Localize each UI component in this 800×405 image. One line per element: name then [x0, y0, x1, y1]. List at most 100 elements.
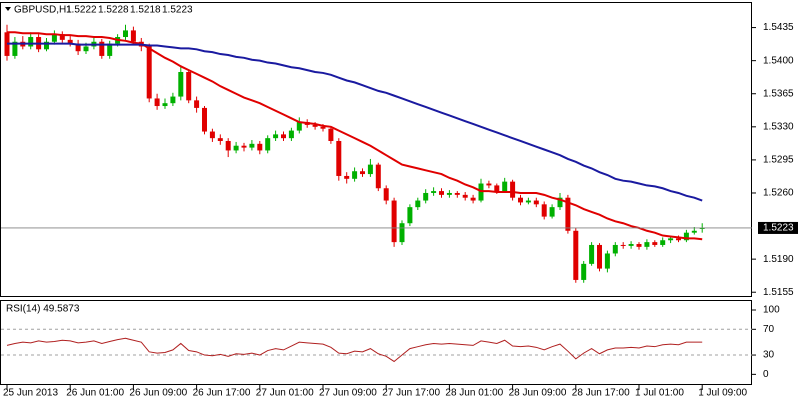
rsi-title: RSI(14) 49.5873: [6, 304, 80, 315]
candle-body: [44, 41, 49, 50]
x-tick-label: 28 Jun 01:00: [445, 388, 503, 399]
candle-body: [652, 242, 658, 245]
candle-body: [352, 171, 358, 179]
y-tick-label: 1.5295: [763, 155, 794, 166]
candle-body: [154, 98, 160, 107]
candle-body: [533, 200, 539, 205]
candle-body: [328, 128, 334, 141]
x-tick-label: 26 Jun 17:00: [193, 388, 251, 399]
candle-body: [589, 244, 595, 264]
current-price-box: [758, 221, 798, 234]
ohlc-open: 1.5222: [66, 5, 97, 16]
candle-body: [130, 30, 136, 42]
y-tick-label: 1.5260: [763, 188, 794, 199]
candle-body: [423, 192, 429, 201]
y-tick-label: 1.5400: [763, 55, 794, 66]
candle-body: [233, 145, 239, 151]
candle-body: [67, 39, 73, 44]
candle-body: [683, 232, 689, 241]
candle-body: [486, 183, 492, 186]
x-tick-label: 1 Jul 09:00: [698, 388, 747, 399]
candle-body: [344, 175, 350, 179]
candle-body: [320, 126, 326, 129]
y-tick-label: 0: [763, 369, 769, 380]
candle-body: [170, 96, 176, 104]
candle-body: [470, 197, 476, 201]
x-tick-label: 26 Jun 01:00: [66, 388, 124, 399]
ohlc-high: 1.5228: [98, 5, 129, 16]
candle-body: [581, 263, 587, 280]
x-tick-label: 26 Jun 09:00: [129, 388, 187, 399]
candle-body: [676, 238, 681, 241]
x-tick-label: 28 Jun 09:00: [509, 388, 567, 399]
moving-average: [7, 31, 703, 241]
candle-body: [510, 181, 516, 198]
y-tick-label: 100: [763, 305, 780, 316]
candle-body: [312, 124, 318, 127]
candle-body: [604, 253, 610, 269]
candle-body: [565, 197, 571, 231]
candle-body: [439, 191, 444, 195]
candle-body: [336, 140, 342, 176]
y-tick-label: 70: [763, 324, 775, 335]
menu-arrow: [5, 7, 11, 11]
candle-body: [99, 41, 105, 56]
candle-body: [502, 181, 508, 192]
candle-body: [209, 131, 215, 139]
candle-body: [597, 244, 602, 269]
candle-body: [573, 230, 579, 280]
candle-body: [241, 145, 247, 148]
candle-body: [178, 71, 184, 97]
x-tick-label: 25 Jun 2013: [3, 388, 58, 399]
candle-body: [202, 107, 207, 132]
x-tick-label: 28 Jun 17:00: [572, 388, 630, 399]
candle-body: [644, 242, 650, 247]
candle-body: [431, 191, 437, 193]
y-tick-label: 1.5190: [763, 254, 794, 265]
y-tick-label: 1.5435: [763, 22, 794, 33]
candle-body: [383, 188, 389, 201]
x-tick-label: 27 Jun 17:00: [382, 388, 440, 399]
candle-body: [620, 244, 626, 246]
candle-body: [636, 244, 642, 247]
x-tick-label: 27 Jun 09:00: [319, 388, 377, 399]
candle-body: [462, 194, 468, 198]
candle-body: [225, 140, 231, 151]
candle-body: [541, 204, 547, 217]
candle-body: [257, 143, 263, 151]
moving-average: [7, 42, 703, 202]
y-tick-label: 1.5155: [763, 287, 794, 298]
candle-body: [691, 230, 697, 233]
y-tick-label: 30: [763, 350, 775, 361]
candle-body: [612, 244, 618, 254]
candle-body: [123, 30, 128, 38]
price-panel: [0, 2, 752, 297]
candle-body: [12, 41, 18, 56]
candle-body: [249, 143, 255, 148]
current-price-label: 1.5223: [763, 223, 794, 234]
candle-body: [194, 100, 200, 108]
candle-body: [446, 192, 452, 195]
ohlc-low: 1.5218: [130, 5, 161, 16]
candle-body: [557, 197, 563, 208]
candle-body: [525, 200, 531, 203]
candle-body: [699, 227, 705, 229]
chart-title: GBPUSD,H1: [14, 5, 72, 16]
candle-body: [407, 207, 413, 224]
candle-body: [391, 200, 397, 243]
candle-body: [668, 238, 674, 241]
rsi-line: [6, 337, 703, 363]
x-tick-label: 1 Jul 01:00: [635, 388, 684, 399]
candle-body: [83, 46, 89, 52]
candle-body: [265, 138, 271, 151]
candle-body: [296, 122, 302, 131]
x-tick-label: 27 Jun 01:00: [256, 388, 314, 399]
y-tick-label: 1.5365: [763, 88, 794, 99]
candle-body: [288, 130, 294, 139]
candle-body: [51, 34, 57, 42]
candle-body: [518, 197, 523, 203]
y-tick-label: 1.5330: [763, 121, 794, 132]
